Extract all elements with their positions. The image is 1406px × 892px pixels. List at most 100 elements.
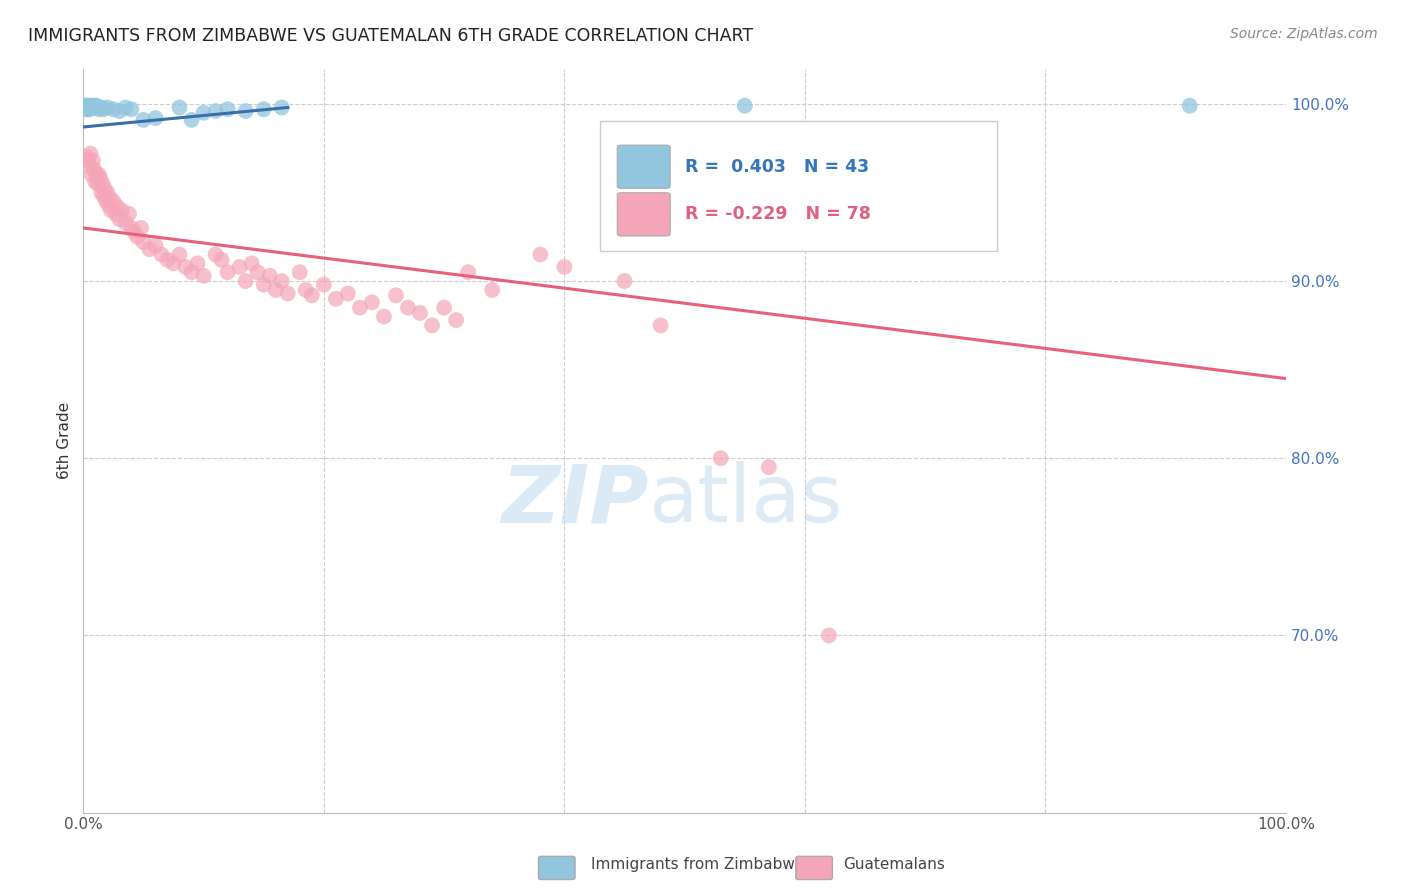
- Point: [82, 101, 104, 115]
- Point: [129, 221, 152, 235]
- Point: [481, 283, 503, 297]
- Point: [1178, 99, 1201, 113]
- Point: [246, 265, 269, 279]
- Point: [734, 99, 756, 113]
- Point: [73, 99, 96, 113]
- FancyBboxPatch shape: [600, 120, 997, 251]
- Text: ZIP: ZIP: [501, 461, 648, 539]
- Point: [84, 99, 107, 113]
- Point: [96, 186, 118, 200]
- Point: [211, 252, 233, 267]
- Point: [120, 102, 142, 116]
- Point: [122, 225, 145, 239]
- Point: [103, 194, 125, 209]
- Point: [90, 101, 112, 115]
- Point: [93, 189, 115, 203]
- Point: [325, 292, 347, 306]
- Point: [169, 247, 191, 261]
- Point: [77, 102, 100, 116]
- Point: [75, 99, 97, 113]
- Point: [228, 260, 250, 274]
- Point: [84, 101, 107, 115]
- Text: Immigrants from Zimbabwe: Immigrants from Zimbabwe: [591, 857, 804, 872]
- Point: [87, 102, 110, 116]
- Point: [120, 221, 142, 235]
- Text: IMMIGRANTS FROM ZIMBABWE VS GUATEMALAN 6TH GRADE CORRELATION CHART: IMMIGRANTS FROM ZIMBABWE VS GUATEMALAN 6…: [28, 27, 754, 45]
- Point: [174, 260, 197, 274]
- Text: atlas: atlas: [648, 461, 844, 539]
- Point: [80, 99, 103, 113]
- Point: [409, 306, 432, 320]
- Point: [98, 191, 121, 205]
- Point: [457, 265, 479, 279]
- Point: [96, 101, 118, 115]
- Point: [253, 277, 276, 292]
- Point: [373, 310, 395, 324]
- Point: [77, 153, 100, 168]
- Point: [336, 286, 359, 301]
- Point: [217, 102, 239, 116]
- Point: [76, 102, 98, 116]
- Point: [193, 105, 215, 120]
- Point: [180, 265, 202, 279]
- Point: [132, 112, 155, 127]
- Point: [818, 628, 841, 642]
- Point: [82, 99, 104, 113]
- Point: [553, 260, 575, 274]
- Text: Guatemalans: Guatemalans: [844, 857, 945, 872]
- Text: R = -0.229   N = 78: R = -0.229 N = 78: [685, 205, 870, 223]
- Point: [97, 198, 120, 212]
- Point: [93, 102, 115, 116]
- Point: [235, 274, 257, 288]
- Point: [77, 101, 100, 115]
- Point: [396, 301, 419, 315]
- Point: [94, 194, 117, 209]
- Point: [79, 99, 101, 113]
- Text: R =  0.403   N = 43: R = 0.403 N = 43: [685, 158, 869, 176]
- Text: Source: ZipAtlas.com: Source: ZipAtlas.com: [1230, 27, 1378, 41]
- Point: [264, 283, 287, 297]
- Point: [108, 103, 131, 118]
- Point: [187, 256, 209, 270]
- Point: [77, 99, 100, 113]
- Point: [294, 283, 316, 297]
- Point: [90, 186, 112, 200]
- Point: [79, 159, 101, 173]
- Point: [87, 177, 110, 191]
- Point: [156, 252, 179, 267]
- Point: [270, 101, 292, 115]
- Point: [270, 274, 292, 288]
- Point: [76, 99, 98, 113]
- Point: [204, 247, 226, 261]
- Point: [650, 318, 672, 333]
- Point: [710, 451, 733, 466]
- Point: [79, 99, 101, 113]
- Point: [114, 101, 136, 115]
- Point: [84, 175, 107, 189]
- Point: [105, 200, 128, 214]
- Point: [114, 216, 136, 230]
- Point: [83, 162, 105, 177]
- Point: [240, 256, 263, 270]
- Point: [80, 168, 103, 182]
- Point: [361, 295, 384, 310]
- Point: [138, 242, 160, 256]
- Point: [100, 203, 122, 218]
- Point: [385, 288, 408, 302]
- Point: [235, 103, 257, 118]
- Point: [111, 203, 134, 218]
- Point: [145, 111, 167, 125]
- Point: [82, 153, 104, 168]
- FancyBboxPatch shape: [617, 145, 671, 188]
- Point: [83, 99, 105, 113]
- Point: [277, 286, 299, 301]
- Point: [613, 274, 636, 288]
- Point: [217, 265, 239, 279]
- Point: [180, 112, 202, 127]
- Point: [75, 101, 97, 115]
- Point: [349, 301, 371, 315]
- Point: [420, 318, 443, 333]
- Point: [145, 238, 167, 252]
- Point: [80, 101, 103, 115]
- Point: [204, 103, 226, 118]
